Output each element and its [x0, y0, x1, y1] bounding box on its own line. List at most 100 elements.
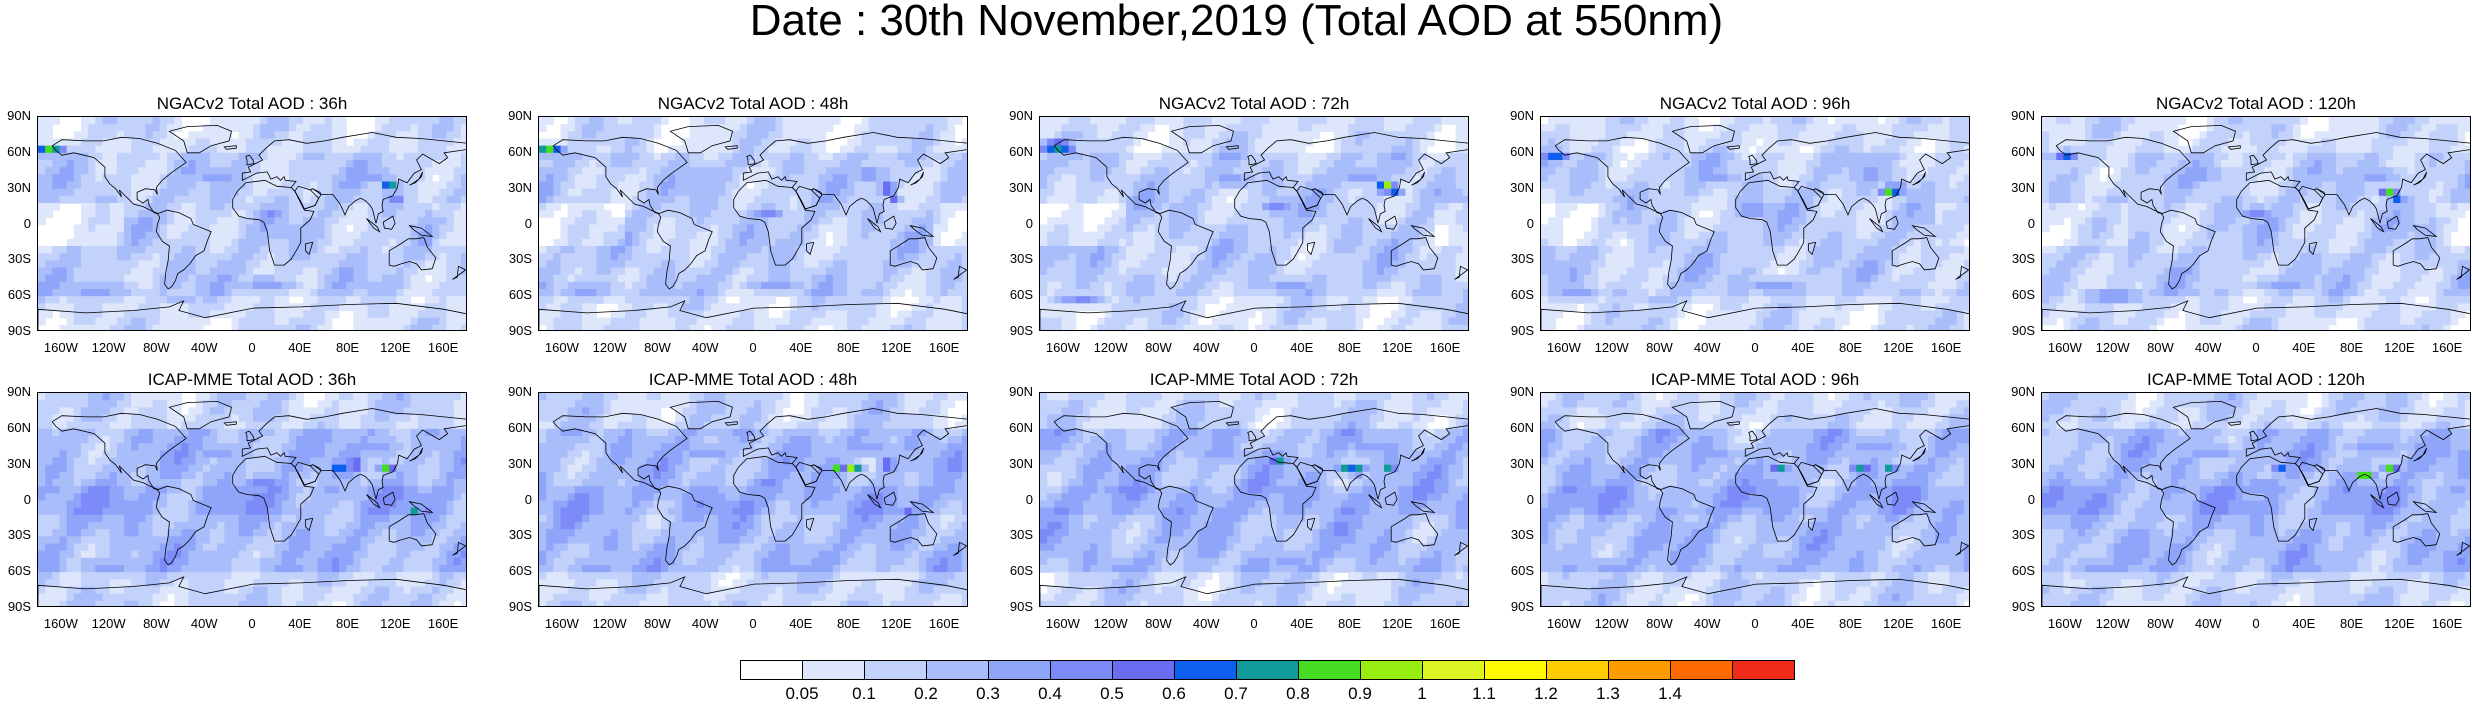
aod-cell	[611, 146, 619, 154]
lon-tick-label: 160E	[922, 340, 966, 355]
aod-cell	[682, 189, 690, 197]
aod-cell	[1155, 153, 1163, 161]
aod-cell	[60, 289, 68, 297]
aod-cell	[1456, 160, 1464, 168]
aod-cell	[804, 232, 812, 240]
aod-cell	[733, 268, 741, 276]
aod-cell	[840, 246, 848, 254]
aod-cell	[425, 203, 433, 211]
aod-cell	[153, 246, 161, 254]
aod-cell	[181, 275, 189, 283]
aod-cell	[883, 268, 891, 276]
aod-cell	[425, 124, 433, 132]
aod-cell	[203, 167, 211, 175]
aod-cell	[639, 325, 647, 331]
aod-cell	[310, 117, 318, 125]
aod-cell	[382, 160, 390, 168]
aod-cell	[854, 189, 862, 197]
aod-cell	[912, 246, 920, 254]
aod-cell	[303, 232, 311, 240]
aod-cell	[81, 225, 89, 233]
aod-cell	[768, 275, 776, 283]
aod-cell	[890, 232, 898, 240]
aod-cell	[1112, 260, 1120, 268]
aod-cell	[654, 196, 662, 204]
aod-cell	[682, 303, 690, 311]
aod-cell	[568, 268, 576, 276]
aod-cell	[912, 311, 920, 319]
aod-cell	[948, 289, 956, 297]
lon-tick-label: 80W	[635, 340, 679, 355]
aod-cell	[296, 225, 304, 233]
aod-cell	[404, 203, 412, 211]
aod-cell	[310, 225, 318, 233]
aod-cell	[52, 289, 60, 297]
aod-cell	[876, 289, 884, 297]
aod-cell	[439, 139, 447, 147]
aod-cell	[661, 160, 669, 168]
aod-cell	[725, 189, 733, 197]
aod-cell	[1234, 124, 1242, 132]
aod-cell	[1262, 260, 1270, 268]
aod-cell	[1119, 289, 1127, 297]
aod-cell	[1312, 275, 1320, 283]
aod-cell	[869, 139, 877, 147]
aod-cell	[1334, 182, 1342, 190]
aod-cell	[740, 289, 748, 297]
aod-cell	[697, 282, 705, 290]
aod-cell	[553, 160, 561, 168]
aod-cell	[1355, 239, 1363, 247]
aod-cell	[325, 146, 333, 154]
aod-cell	[1076, 232, 1084, 240]
aod-cell	[1183, 131, 1191, 139]
aod-cell	[668, 217, 676, 225]
aod-cell	[826, 124, 834, 132]
aod-cell	[146, 275, 154, 283]
aod-cell	[1183, 260, 1191, 268]
aod-cell	[318, 124, 326, 132]
aod-cell	[1255, 260, 1263, 268]
aod-cell	[146, 260, 154, 268]
aod-cell	[1054, 189, 1062, 197]
aod-cell	[1312, 296, 1320, 304]
aod-cell	[725, 311, 733, 319]
aod-cell	[826, 203, 834, 211]
aod-cell	[103, 268, 111, 276]
aod-cell	[1083, 260, 1091, 268]
aod-cell	[45, 117, 53, 125]
aod-cell	[146, 217, 154, 225]
aod-cell	[1155, 253, 1163, 261]
aod-cell	[948, 174, 956, 182]
aod-cell	[389, 139, 397, 147]
aod-cell	[561, 146, 569, 154]
aod-cell	[1126, 124, 1134, 132]
aod-cell	[1262, 296, 1270, 304]
aod-cell	[690, 296, 698, 304]
aod-cell	[203, 253, 211, 261]
aod-cell	[224, 232, 232, 240]
aod-cell	[675, 174, 683, 182]
aod-cell	[890, 124, 898, 132]
aod-cell	[1183, 253, 1191, 261]
aod-cell	[210, 246, 218, 254]
aod-cell	[303, 124, 311, 132]
aod-cell	[167, 153, 175, 161]
aod-cell	[862, 225, 870, 233]
aod-cell	[38, 203, 46, 211]
aod-cell	[110, 131, 118, 139]
aod-cell	[1054, 131, 1062, 139]
aod-cell	[1126, 210, 1134, 218]
aod-cell	[747, 253, 755, 261]
aod-cell	[618, 139, 626, 147]
aod-cell	[1097, 117, 1105, 125]
aod-cell	[618, 217, 626, 225]
aod-cell	[804, 268, 812, 276]
aod-cell	[582, 139, 590, 147]
aod-cell	[704, 289, 712, 297]
aod-cell	[804, 325, 812, 331]
aod-cell	[1291, 203, 1299, 211]
aod-cell	[45, 124, 53, 132]
aod-cell	[575, 203, 583, 211]
aod-cell	[1334, 268, 1342, 276]
aod-cell	[940, 131, 948, 139]
